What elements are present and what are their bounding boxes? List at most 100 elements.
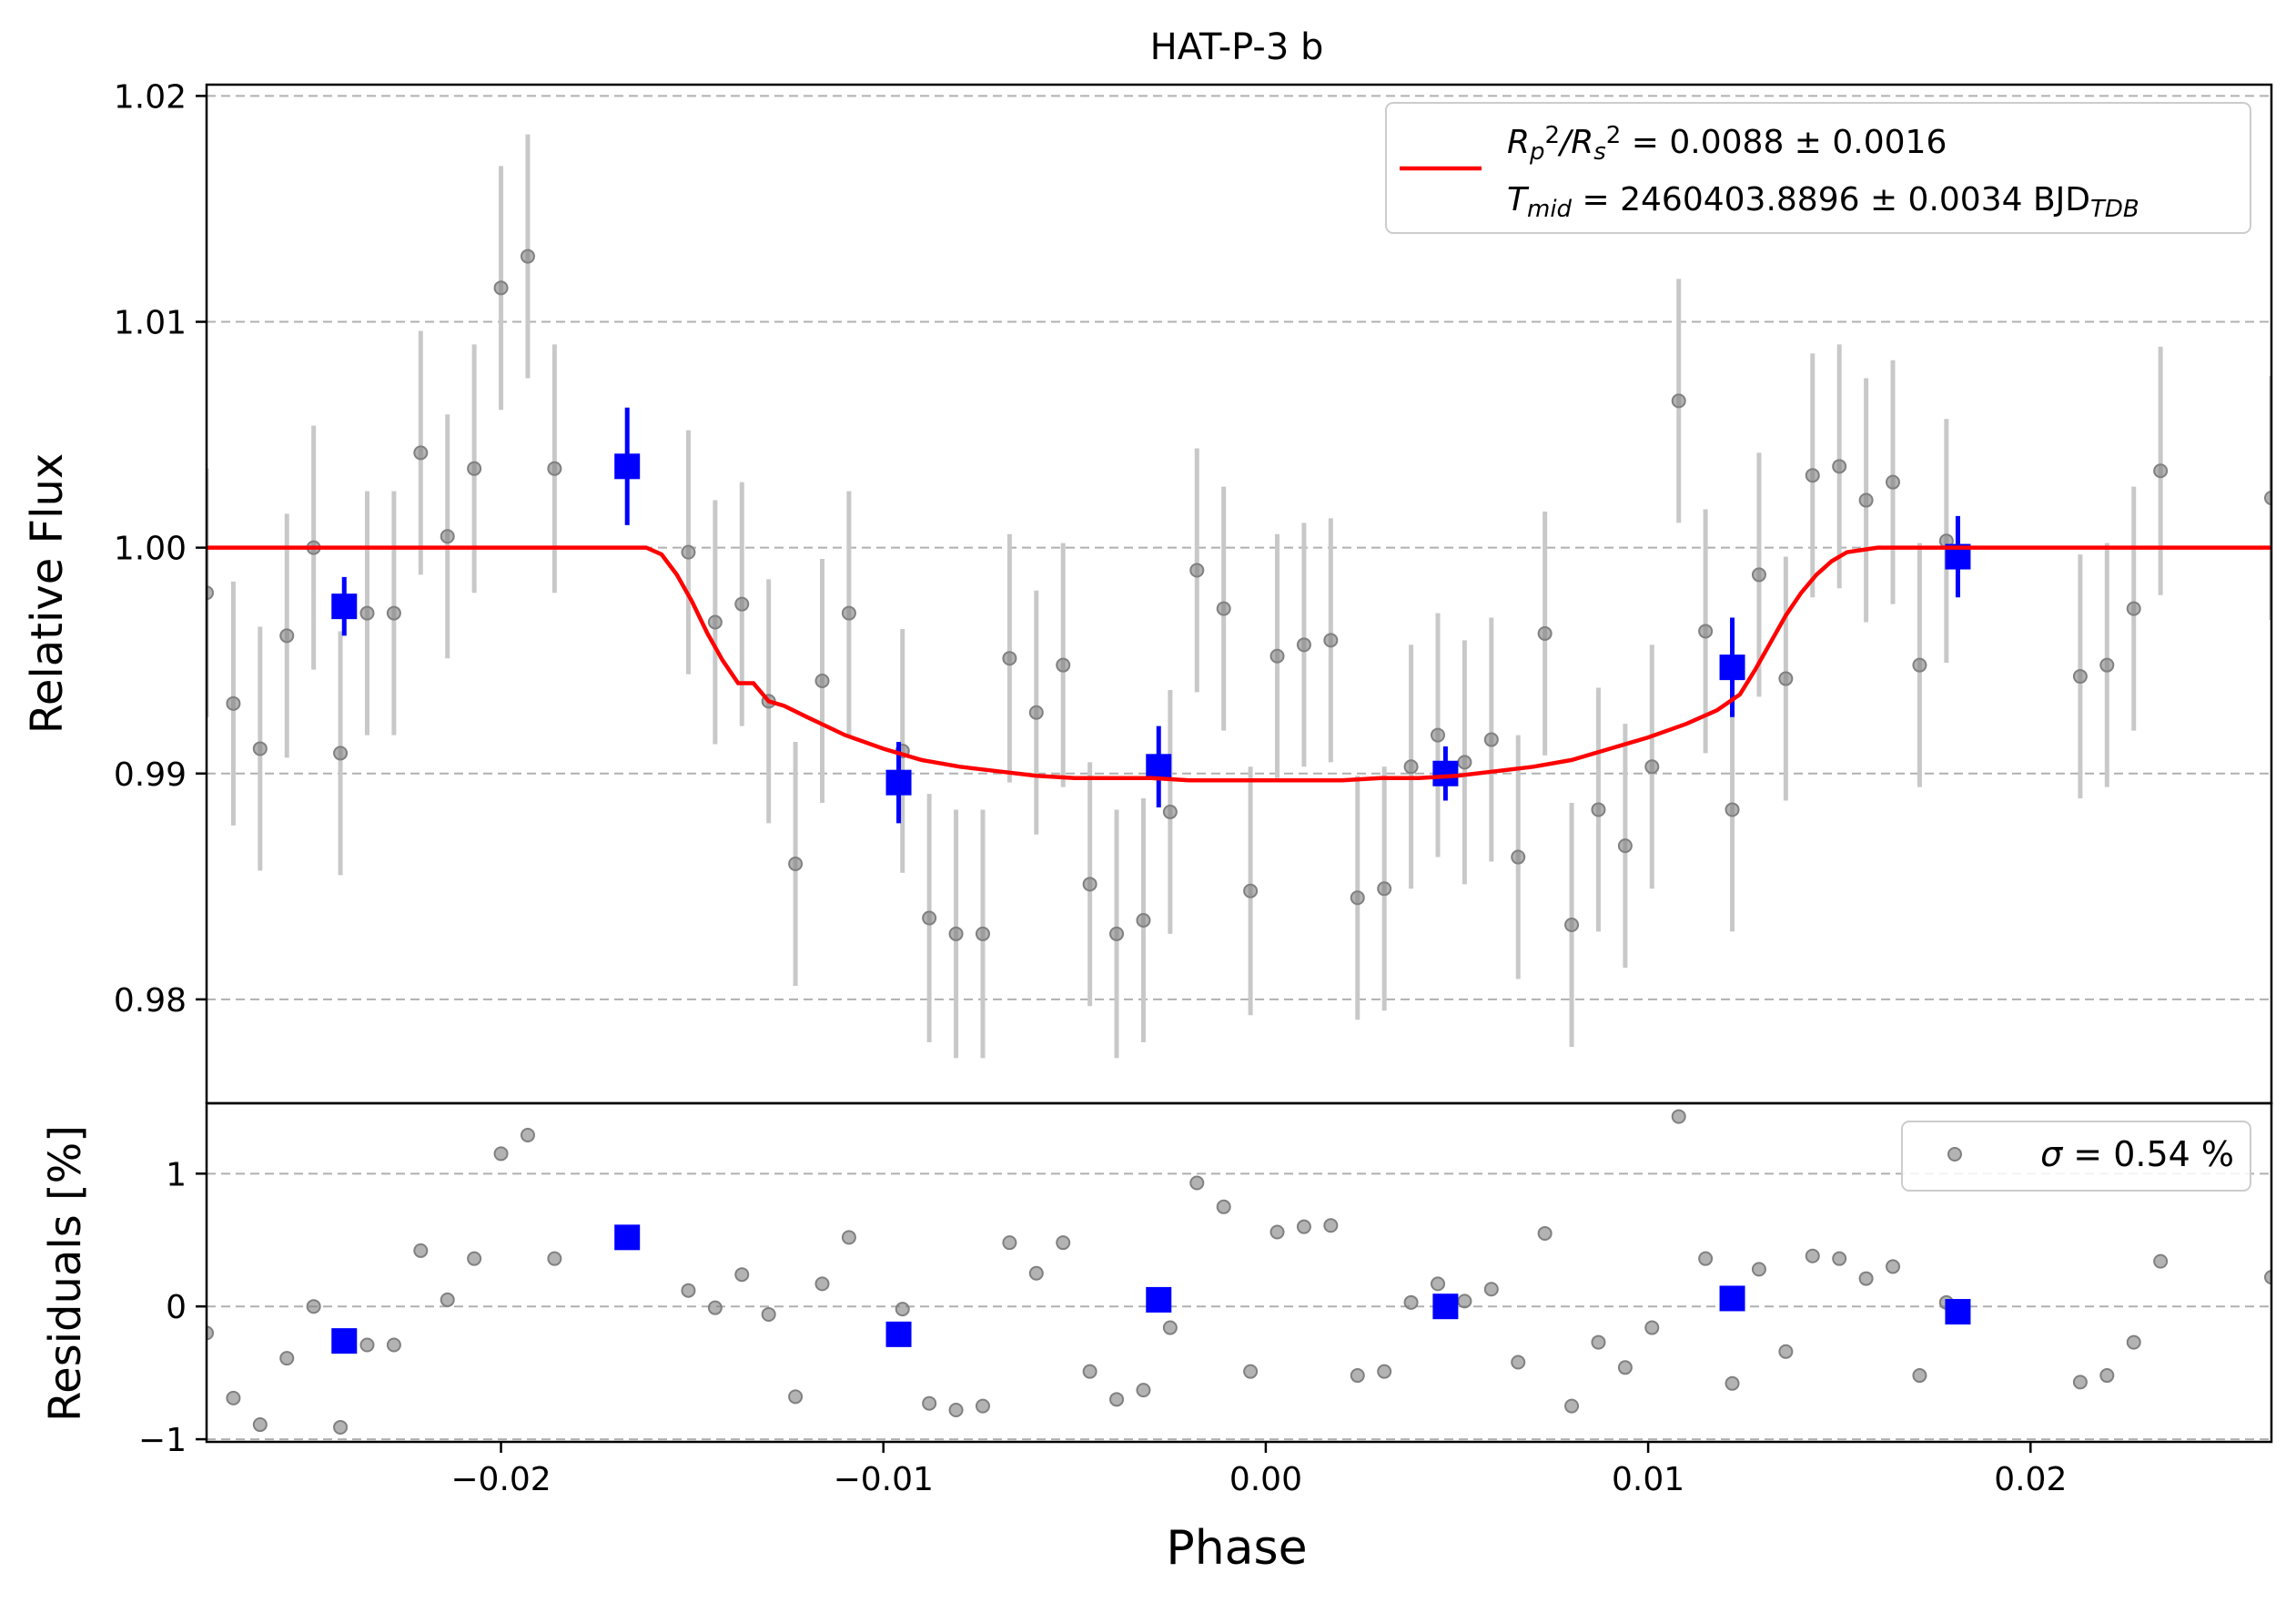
raw-point	[922, 910, 937, 926]
x-tick-label: −0.02	[450, 1461, 551, 1498]
residual-raw-point	[467, 1251, 482, 1266]
top-y-tick-label: 1.02	[114, 78, 187, 116]
legend-text-part: σ	[2040, 1134, 2064, 1174]
raw-point	[1403, 759, 1419, 775]
raw-point	[207, 585, 214, 601]
residual-raw-points	[207, 1109, 2271, 1435]
residual-binned-point	[885, 1321, 912, 1347]
residual-raw-point	[1858, 1271, 1874, 1286]
bottom-y-axis-label: Residuals [%]	[40, 1125, 91, 1422]
raw-point	[1002, 651, 1017, 666]
x-tick-label: −0.01	[834, 1461, 934, 1498]
binned-point	[885, 769, 912, 796]
raw-point	[1162, 804, 1178, 819]
raw-point	[333, 746, 349, 761]
residual-raw-point	[279, 1351, 295, 1366]
residual-raw-point	[1028, 1265, 1044, 1281]
x-tick-label: 0.02	[1994, 1461, 2067, 1498]
legend-radius-ratio: Rp2/Rs2 = 0.0088 ± 0.0016	[1507, 122, 1947, 166]
chart-title: HAT-P-3 b	[1150, 26, 1324, 68]
raw-point	[1886, 474, 1901, 490]
raw-point	[1082, 877, 1097, 892]
bottom-y-ticks: −1 0 1	[138, 1156, 207, 1459]
residual-raw-point	[1189, 1175, 1205, 1191]
legend-text-part: p	[1529, 138, 1545, 166]
residual-raw-point	[1912, 1368, 1927, 1384]
raw-point	[2099, 657, 2115, 673]
raw-point	[1564, 917, 1580, 932]
residual-raw-point	[226, 1390, 241, 1405]
raw-point	[1296, 637, 1311, 653]
bottom-y-tick-label: 1	[166, 1156, 187, 1193]
residual-raw-point	[1296, 1219, 1311, 1234]
legend-mid-transit-time: Tmid = 2460403.8896 ± 0.0034 BJDTDB	[1507, 181, 2139, 223]
residual-raw-point	[922, 1395, 937, 1411]
raw-point	[1537, 625, 1553, 641]
legend-text-part: T	[1507, 181, 1530, 218]
top-y-ticks: 0.98 0.99 1.00 1.01 1.02	[114, 78, 207, 1020]
raw-point	[1698, 624, 1714, 639]
x-tick-label: 0.00	[1229, 1461, 1302, 1498]
raw-point	[1483, 732, 1499, 747]
raw-point	[2264, 491, 2271, 506]
raw-point	[1243, 883, 1259, 898]
legend-text-part: mid	[1527, 196, 1573, 223]
raw-point	[1269, 648, 1285, 664]
residual-raw-point	[1350, 1368, 1365, 1384]
top-y-tick-label: 0.99	[114, 756, 187, 794]
raw-point	[413, 445, 429, 461]
residual-raw-point	[1243, 1364, 1259, 1379]
residual-raw-point	[1751, 1262, 1766, 1277]
residual-binned-point	[1719, 1285, 1745, 1312]
raw-point	[2153, 463, 2169, 479]
raw-point	[1028, 705, 1044, 720]
raw-point	[1778, 671, 1794, 686]
raw-point	[948, 926, 964, 941]
residual-raw-point	[306, 1299, 321, 1314]
residuals-panel: −1 0 1 Residuals [%] −0.02 −0.01 0.00 0.01 0.0…	[40, 1101, 2273, 1576]
residual-raw-point	[2264, 1270, 2271, 1285]
residual-raw-point	[440, 1292, 455, 1307]
residual-raw-point	[1617, 1360, 1633, 1375]
legend-text-part: 2	[1545, 122, 1561, 149]
top-legend: Rp2/Rs2 = 0.0088 ± 0.0016 Tmid = 2460403…	[1385, 102, 2251, 234]
raw-point	[1430, 727, 1445, 743]
residual-binned-point	[1146, 1286, 1172, 1313]
residual-raw-point	[1671, 1109, 1686, 1124]
raw-point	[1805, 468, 1820, 483]
raw-point	[1457, 755, 1472, 770]
raw-point	[1832, 459, 1847, 474]
residual-legend: σ = 0.54 %	[1901, 1121, 2251, 1192]
raw-point	[520, 249, 535, 264]
raw-point	[1377, 881, 1392, 897]
residual-raw-point	[1403, 1294, 1419, 1310]
binned-point	[1432, 760, 1459, 786]
residual-binned-point	[614, 1224, 641, 1251]
legend-text-part: R	[1571, 124, 1593, 161]
top-y-tick-label: 1.01	[114, 305, 187, 342]
residual-raw-point	[547, 1251, 562, 1266]
binned-point	[1146, 754, 1172, 780]
raw-point	[681, 544, 696, 560]
residual-raw-point	[1002, 1235, 1017, 1251]
legend-text-part: = 2460403.8896 ± 0.0034 BJD	[1572, 181, 2090, 218]
residual-raw-point	[252, 1417, 268, 1433]
residual-raw-point	[333, 1419, 349, 1435]
x-ticks: −0.02 −0.01 0.00 0.01 0.02	[450, 1442, 2067, 1498]
legend-text-part: R	[1507, 124, 1530, 161]
raw-point	[814, 674, 830, 689]
raw-point	[1323, 633, 1339, 648]
x-axis-label: Phase	[1166, 1521, 1307, 1576]
raw-point	[279, 628, 295, 644]
residual-raw-point	[948, 1402, 964, 1417]
raw-point	[493, 280, 509, 296]
residual-raw-point	[1832, 1251, 1847, 1266]
residual-raw-point	[1778, 1344, 1794, 1359]
residual-raw-point	[413, 1243, 429, 1258]
raw-point	[467, 461, 482, 476]
residual-raw-point	[1056, 1235, 1071, 1251]
residual-raw-point	[1886, 1259, 1901, 1274]
residual-legend-box	[1901, 1121, 2251, 1192]
